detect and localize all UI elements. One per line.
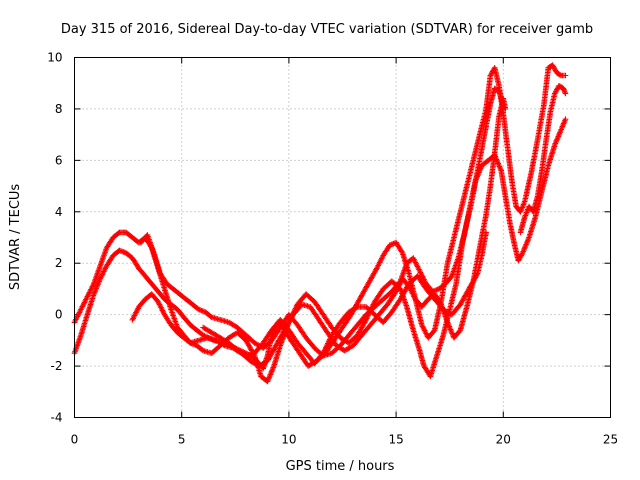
- x-axis-title: GPS time / hours: [286, 459, 395, 474]
- plus-marker: [220, 342, 227, 348]
- plus-marker: [500, 103, 507, 110]
- y-tick-label: -2: [51, 359, 63, 373]
- y-axis-title: SDTVAR / TECUs: [8, 184, 23, 291]
- y-tick-label: 10: [47, 51, 62, 65]
- series-track-4: [138, 85, 507, 359]
- plus-marker: [433, 287, 440, 293]
- plus-marker: [562, 116, 569, 122]
- plus-marker: [431, 328, 437, 334]
- y-tick-label: 6: [55, 153, 63, 167]
- y-tick-label: 4: [55, 205, 63, 219]
- x-tick-label: 10: [281, 433, 296, 447]
- plus-marker: [562, 89, 568, 95]
- series-track-5: [200, 229, 489, 367]
- y-tick-label: -4: [51, 411, 63, 425]
- plus-marker: [353, 304, 360, 311]
- y-tick-label: 2: [55, 256, 63, 270]
- plus-marker: [199, 308, 206, 314]
- plus-marker: [207, 313, 214, 320]
- plus-marker: [483, 229, 489, 236]
- plot-frame: [74, 57, 611, 418]
- plus-marker: [560, 85, 567, 92]
- plus-marker: [362, 318, 369, 324]
- y-tick-labels: -4 -2 0 2 4 6 8 10: [47, 51, 62, 425]
- series-track-2: [71, 116, 569, 385]
- plus-marker: [398, 248, 405, 255]
- x-tick-label: 0: [71, 433, 79, 447]
- x-tick-labels: 0 5 10 15 20 25: [71, 433, 618, 447]
- plus-marker: [474, 272, 480, 278]
- x-tick-label: 25: [603, 433, 618, 447]
- plus-marker: [456, 328, 463, 334]
- x-tick-label: 5: [178, 433, 186, 447]
- y-tick-label: 8: [55, 102, 63, 116]
- x-tick-label: 15: [388, 433, 403, 447]
- plus-marker: [519, 251, 525, 257]
- plus-marker: [557, 72, 563, 78]
- series-track-6: [517, 83, 569, 236]
- x-tick-label: 20: [496, 433, 511, 447]
- plus-marker: [562, 72, 569, 79]
- y-tick-label: 0: [55, 308, 63, 322]
- data-markers: [71, 62, 569, 385]
- plus-marker: [199, 347, 205, 353]
- plus-marker: [562, 90, 569, 97]
- plus-marker: [325, 339, 332, 345]
- chart-title: Day 315 of 2016, Sidereal Day-to-day VTE…: [61, 22, 593, 37]
- plus-marker: [321, 347, 328, 354]
